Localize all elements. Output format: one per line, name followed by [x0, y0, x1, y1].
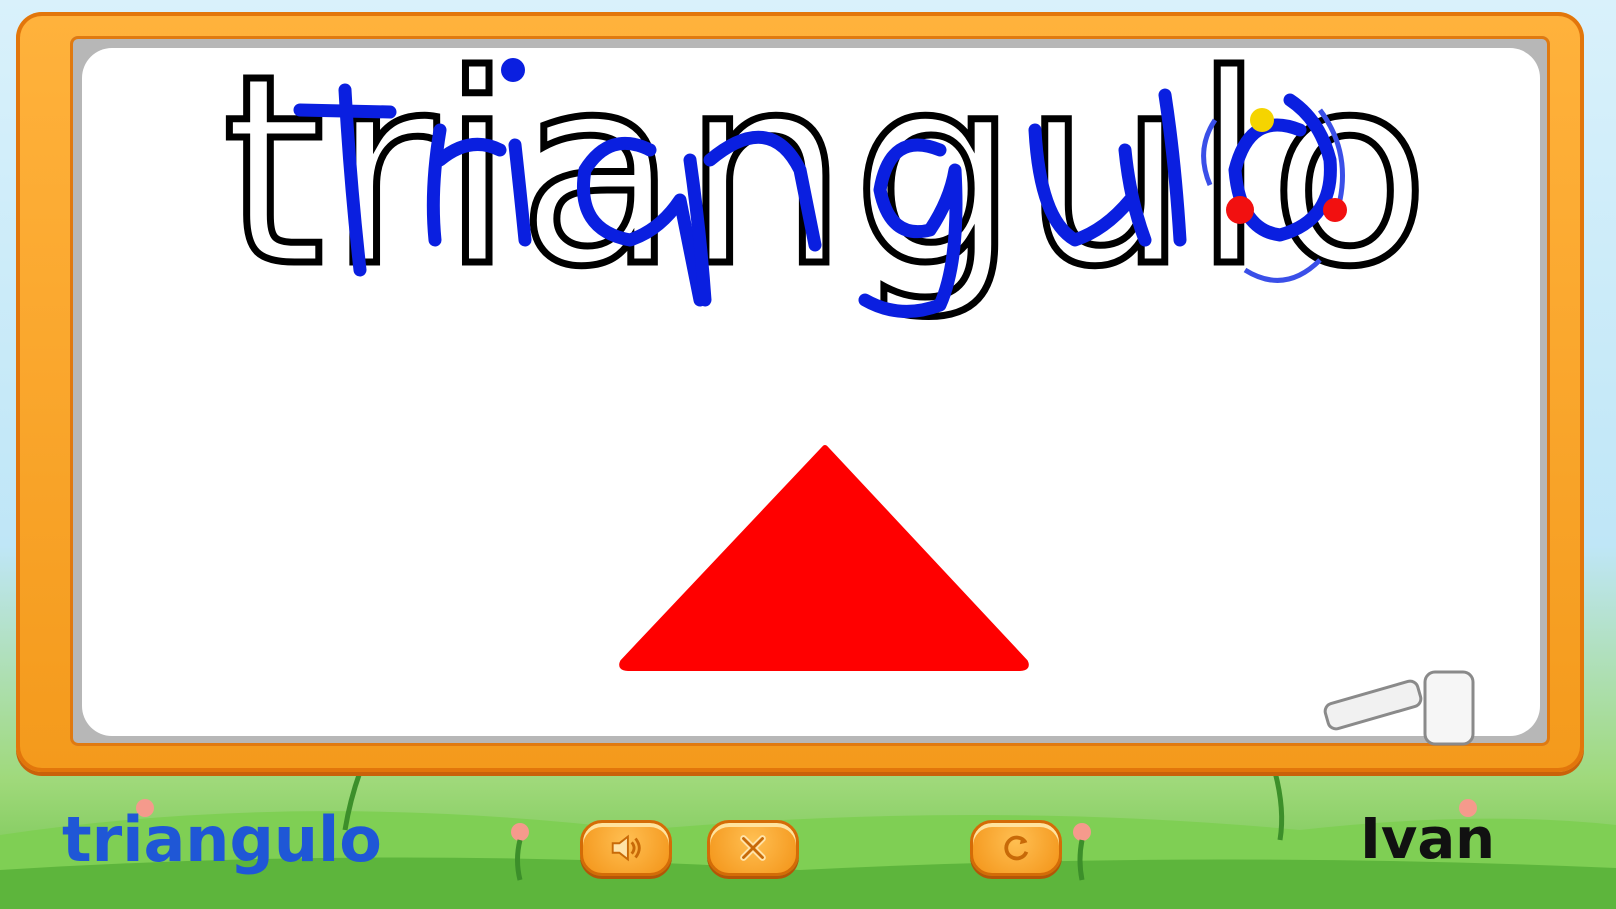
refresh-icon [1004, 835, 1029, 861]
dot-i [501, 58, 525, 82]
reload-button[interactable] [970, 820, 1062, 876]
guide-arrows [1201, 108, 1345, 283]
triangle-shape [619, 445, 1029, 671]
guide-dot-left [1226, 196, 1254, 224]
eraser-icon[interactable] [1323, 670, 1475, 746]
speaker-icon [611, 834, 641, 862]
guide-dot-right [1323, 198, 1347, 222]
word-label: triangulo [62, 803, 382, 876]
flower-decor [136, 799, 1477, 841]
guide-dot-start [1250, 108, 1274, 132]
x-icon [740, 835, 766, 861]
sound-button[interactable] [580, 820, 672, 876]
clear-button[interactable] [707, 820, 799, 876]
player-name: Ivan [1360, 807, 1495, 872]
traced-strokes [293, 83, 1337, 318]
outline-word: triangulo [222, 19, 1433, 324]
